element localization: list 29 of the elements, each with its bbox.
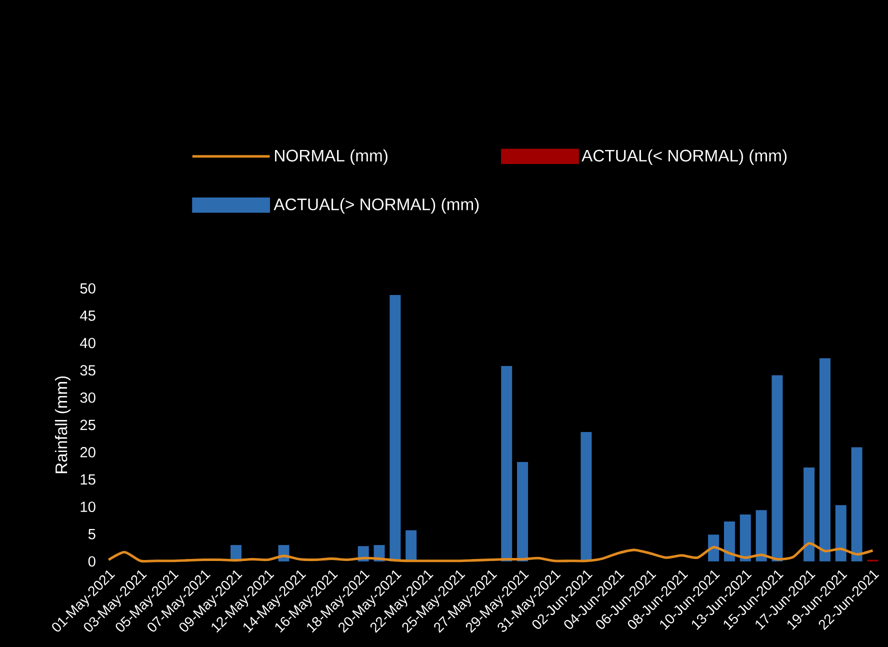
bar — [501, 366, 512, 562]
y-tick-label: 45 — [80, 310, 96, 321]
y-axis-title: Rainfall (mm) — [54, 376, 71, 474]
y-tick-label: 0 — [88, 556, 96, 567]
bar — [580, 432, 592, 562]
y-tick-label: 25 — [80, 420, 96, 430]
bar — [851, 447, 862, 562]
y-tick-label: 5 — [88, 529, 96, 540]
bar — [740, 514, 751, 562]
y-tick-label: 50 — [80, 283, 96, 294]
bar — [835, 505, 846, 562]
bar — [390, 294, 401, 562]
y-tick-label: 20 — [80, 447, 96, 458]
bar — [772, 375, 783, 562]
legend-label: ACTUAL(< NORMAL) (mm) — [582, 149, 787, 165]
y-tick-label: 30 — [80, 392, 96, 403]
bar — [819, 358, 830, 562]
bar — [517, 462, 528, 562]
y-tick-label: 35 — [80, 365, 96, 376]
bar — [804, 468, 815, 562]
y-tick-label: 10 — [80, 502, 96, 512]
y-tick-label: 40 — [80, 338, 96, 348]
bar — [756, 510, 767, 562]
bar — [724, 522, 735, 562]
bar — [406, 530, 417, 562]
legend-label: ACTUAL(> NORMAL) (mm) — [274, 198, 479, 214]
legend-label: NORMAL (mm) — [275, 149, 388, 165]
y-tick-label: 15 — [80, 474, 96, 485]
line-series — [107, 542, 874, 563]
